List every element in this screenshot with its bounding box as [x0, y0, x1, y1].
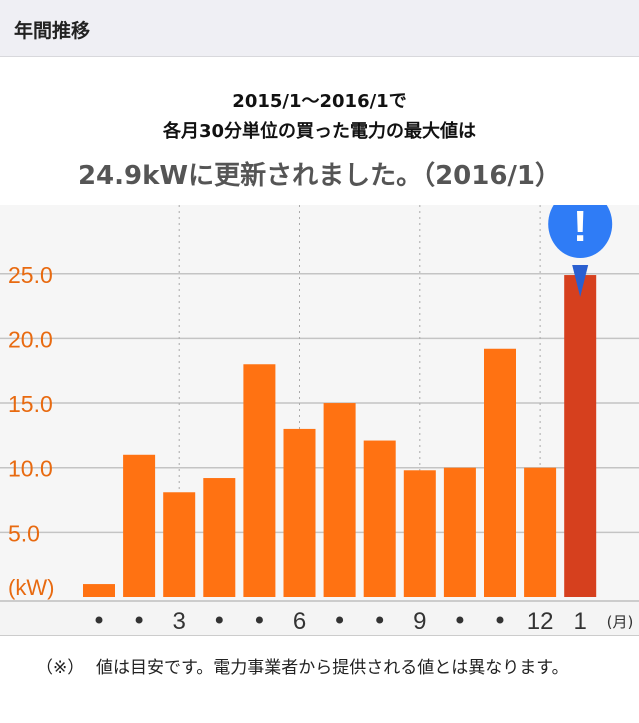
y-tick-label: 5.0: [8, 520, 40, 546]
x-tick-dot: [456, 616, 464, 624]
bar-5: [243, 364, 276, 597]
bar-11: [484, 348, 516, 597]
disclaimer: （※） 値は目安です。電力事業者から提供される値とは異なります。: [36, 655, 626, 682]
x-tick-dot: [255, 616, 263, 624]
x-tick-label: 1: [574, 608, 587, 635]
bar-1: [83, 584, 115, 597]
marker-pin-tail: [572, 265, 589, 298]
bar-8: [363, 440, 396, 597]
y-tick-label: 25.0: [8, 262, 53, 288]
x-tick-dot: [336, 616, 344, 624]
bar-7: [323, 403, 356, 597]
bar-3: [163, 492, 196, 597]
exclamation-pin-icon: !: [548, 205, 613, 298]
marker-pin-head: [548, 205, 613, 259]
section-header: 年間推移: [0, 0, 639, 57]
section-title: 年間推移: [14, 20, 91, 42]
y-tick-label: 10.0: [8, 456, 53, 482]
bar-10: [443, 467, 476, 597]
note-mark: （※）: [36, 658, 85, 678]
bar-6: [283, 428, 316, 597]
summary-description: 各月30分単位の買った電力の最大値は: [162, 121, 477, 142]
x-tick-label: 9: [413, 608, 426, 635]
x-tick-dot: [95, 616, 103, 624]
x-tick-dot: [376, 616, 384, 624]
bar-4: [203, 478, 236, 597]
summary-period: 2015/1〜2016/1で: [232, 91, 407, 112]
bar-9: [403, 470, 436, 597]
y-tick-label: 15.0: [8, 391, 53, 417]
note-text: 値は目安です。電力事業者から提供される値とは異なります。: [96, 658, 569, 678]
bar-12: [524, 467, 557, 597]
x-axis-strip: [0, 600, 639, 636]
y-tick-label: 20.0: [8, 326, 53, 352]
bar-2: [123, 454, 156, 597]
x-tick-dot: [215, 616, 223, 624]
x-tick-label: 12: [527, 608, 554, 635]
x-axis-labels: 3 6 9 12 1 (月): [95, 608, 634, 635]
x-tick-label: 3: [173, 608, 186, 635]
y-axis-unit: (kW): [8, 575, 54, 600]
x-tick-dot: [496, 616, 504, 624]
x-tick-dot: [135, 616, 143, 624]
marker-text: !: [573, 205, 588, 251]
bar-chart: 5.0 10.0 15.0 20.0 25.0 (kW)!: [0, 205, 639, 600]
x-axis-unit: (月): [607, 613, 634, 631]
bar-13: [564, 275, 597, 597]
summary-result: 24.9kWに更新されました。（2016/1）: [77, 161, 562, 191]
x-tick-label: 6: [293, 608, 306, 635]
